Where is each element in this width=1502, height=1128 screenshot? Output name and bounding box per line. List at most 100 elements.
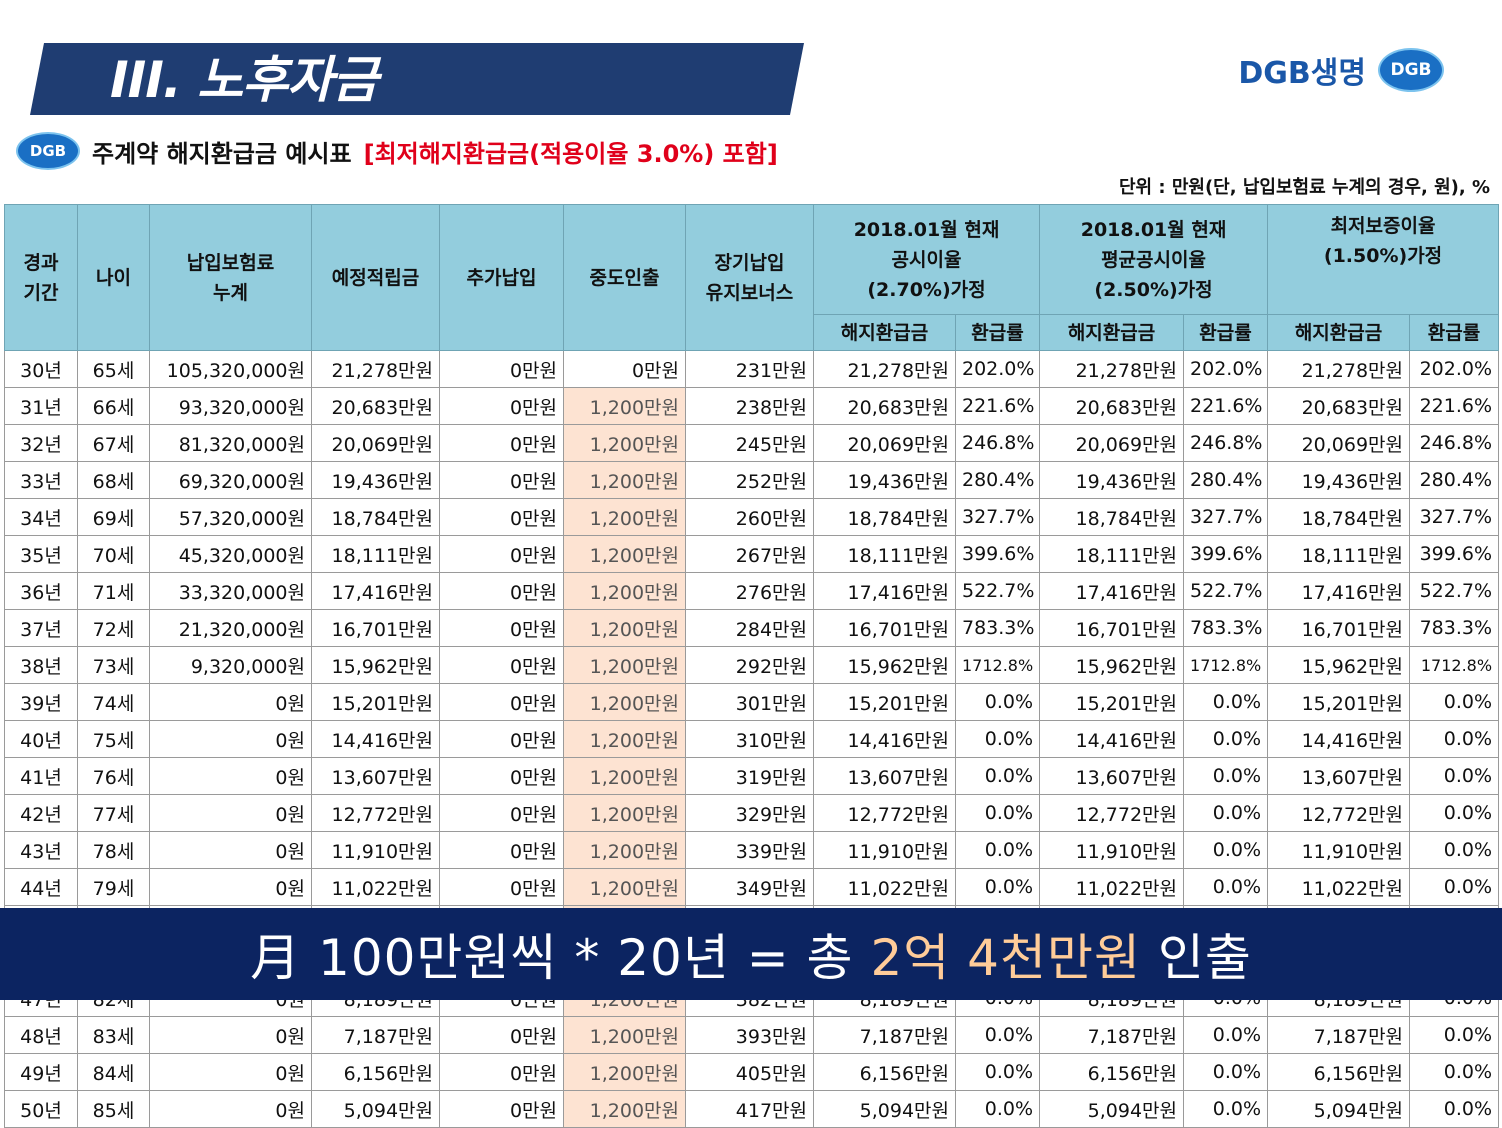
bonus-cell: 284만원	[685, 609, 814, 647]
premium-cell: 45,320,000원	[149, 535, 312, 573]
header-rate: 환급률	[954, 314, 1041, 351]
refund-cell: 17,416만원	[813, 572, 956, 610]
table-row: 38년 73세 9,320,000원 15,962만원 0만원 1,200만원 292만원 1…	[4, 646, 1500, 684]
withdrawal-cell: 1,200만원	[563, 683, 686, 721]
additional-cell: 0만원	[439, 350, 564, 388]
age-cell: 79세	[77, 868, 150, 906]
refund-cell: 11,022만원	[1267, 868, 1411, 906]
refund-cell: 18,784만원	[1267, 498, 1411, 536]
rate-cell: 0.0%	[1409, 757, 1500, 795]
reserve-cell: 19,436만원	[311, 461, 440, 499]
table-row: 43년 78세 0원 11,910만원 0만원 1,200만원 339만원 11,910만원 0…	[4, 831, 1500, 869]
reserve-cell: 5,094만원	[311, 1090, 440, 1128]
dgb-logo-icon: DGB	[1378, 48, 1444, 92]
bonus-cell: 245만원	[685, 424, 814, 462]
refund-cell: 20,069만원	[1267, 424, 1411, 462]
table-row: 30년 65세 105,320,000원 21,278만원 0만원 0만원 231만원 21,…	[4, 350, 1500, 388]
bonus-cell: 329만원	[685, 794, 814, 832]
reserve-cell: 17,416만원	[311, 572, 440, 610]
premium-cell: 9,320,000원	[149, 646, 312, 684]
premium-cell: 93,320,000원	[149, 387, 312, 425]
refund-cell: 17,416만원	[1039, 572, 1185, 610]
period-cell: 39년	[4, 683, 78, 721]
period-cell: 50년	[4, 1090, 78, 1128]
additional-cell: 0만원	[439, 387, 564, 425]
refund-cell: 11,910만원	[813, 831, 956, 869]
additional-cell: 0만원	[439, 1053, 564, 1091]
brand: DGB생명 DGB	[1238, 48, 1444, 92]
age-cell: 84세	[77, 1053, 150, 1091]
additional-cell: 0만원	[439, 683, 564, 721]
refund-cell: 13,607만원	[1039, 757, 1185, 795]
rate-cell: 1712.8%	[954, 646, 1041, 684]
refund-cell: 11,022만원	[1039, 868, 1185, 906]
rate-cell: 0.0%	[1183, 1090, 1269, 1128]
additional-cell: 0만원	[439, 794, 564, 832]
reserve-cell: 14,416만원	[311, 720, 440, 758]
rate-cell: 522.7%	[1409, 572, 1500, 610]
rate-cell: 0.0%	[1409, 794, 1500, 832]
rate-cell: 0.0%	[954, 720, 1041, 758]
reserve-cell: 7,187만원	[311, 1016, 440, 1054]
reserve-cell: 21,278만원	[311, 350, 440, 388]
withdrawal-cell: 1,200만원	[563, 1016, 686, 1054]
header-withdrawal: 중도인출	[563, 204, 686, 351]
refund-cell: 13,607만원	[813, 757, 956, 795]
period-cell: 36년	[4, 572, 78, 610]
premium-cell: 21,320,000원	[149, 609, 312, 647]
header-rate: 환급률	[1409, 314, 1500, 351]
header-premium: 납입보험료 누계	[149, 204, 312, 351]
rate-cell: 0.0%	[1409, 831, 1500, 869]
age-cell: 66세	[77, 387, 150, 425]
rate-cell: 0.0%	[1183, 868, 1269, 906]
refund-cell: 18,784만원	[813, 498, 956, 536]
period-cell: 41년	[4, 757, 78, 795]
rate-cell: 0.0%	[954, 757, 1041, 795]
refund-cell: 21,278만원	[1267, 350, 1411, 388]
additional-cell: 0만원	[439, 572, 564, 610]
bonus-cell: 276만원	[685, 572, 814, 610]
withdrawal-cell: 1,200만원	[563, 609, 686, 647]
rate-cell: 246.8%	[954, 424, 1041, 462]
premium-cell: 0원	[149, 757, 312, 795]
withdrawal-cell: 1,200만원	[563, 831, 686, 869]
period-cell: 48년	[4, 1016, 78, 1054]
period-cell: 35년	[4, 535, 78, 573]
premium-cell: 57,320,000원	[149, 498, 312, 536]
table-caption: DGB 주계약 해지환급금 예시표 [최저해지환급금(적용이율 3.0%) 포함…	[16, 132, 778, 170]
header-group-2-50: 2018.01월 현재 평균공시이율 (2.50%)가정	[1039, 204, 1269, 315]
withdrawal-cell: 1,200만원	[563, 387, 686, 425]
period-cell: 49년	[4, 1053, 78, 1091]
premium-cell: 0원	[149, 1016, 312, 1054]
rate-cell: 0.0%	[954, 868, 1041, 906]
rate-cell: 0.0%	[1183, 1016, 1269, 1054]
refund-cell: 15,201만원	[813, 683, 956, 721]
rate-cell: 0.0%	[1183, 720, 1269, 758]
table-row: 50년 85세 0원 5,094만원 0만원 1,200만원 417만원 5,094만원 0.0…	[4, 1090, 1500, 1128]
table-row: 42년 77세 0원 12,772만원 0만원 1,200만원 329만원 12,772만원 0…	[4, 794, 1500, 832]
header-reserve: 예정적립금	[311, 204, 440, 351]
table-row: 48년 83세 0원 7,187만원 0만원 1,200만원 393만원 7,187만원 0.0…	[4, 1016, 1500, 1054]
premium-cell: 69,320,000원	[149, 461, 312, 499]
summary-prefix: 月 100만원씩 * 20년 = 총	[250, 929, 871, 987]
age-cell: 73세	[77, 646, 150, 684]
reserve-cell: 13,607만원	[311, 757, 440, 795]
period-cell: 42년	[4, 794, 78, 832]
rate-cell: 1712.8%	[1409, 646, 1500, 684]
bonus-cell: 339만원	[685, 831, 814, 869]
age-cell: 75세	[77, 720, 150, 758]
withdrawal-summary-banner: 月 100만원씩 * 20년 = 총 2억 4천만원 인출	[0, 908, 1502, 1000]
refund-cell: 15,962만원	[1267, 646, 1411, 684]
refund-cell: 13,607만원	[1267, 757, 1411, 795]
header-rate: 환급률	[1183, 314, 1269, 351]
rate-cell: 399.6%	[954, 535, 1041, 573]
bonus-cell: 252만원	[685, 461, 814, 499]
table-row: 40년 75세 0원 14,416만원 0만원 1,200만원 310만원 14,416만원 0…	[4, 720, 1500, 758]
premium-cell: 81,320,000원	[149, 424, 312, 462]
age-cell: 77세	[77, 794, 150, 832]
refund-cell: 21,278만원	[1039, 350, 1185, 388]
period-cell: 40년	[4, 720, 78, 758]
refund-cell: 20,683만원	[1039, 387, 1185, 425]
refund-cell: 21,278만원	[813, 350, 956, 388]
reserve-cell: 15,201만원	[311, 683, 440, 721]
